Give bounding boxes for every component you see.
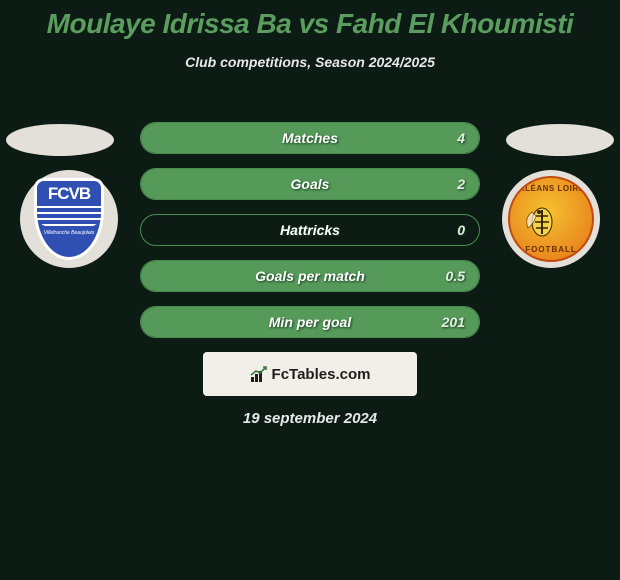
player-photo-left-placeholder xyxy=(6,124,114,156)
footer-brand-text: FcTables.com xyxy=(272,366,371,383)
subtitle: Club competitions, Season 2024/2025 xyxy=(0,54,620,70)
stat-bar-value: 201 xyxy=(442,314,465,330)
generation-date: 19 september 2024 xyxy=(0,410,620,427)
player-photo-right-placeholder xyxy=(506,124,614,156)
crest-left-sub: Villefranche Beaujolais xyxy=(44,231,95,237)
page-title: Moulaye Idrissa Ba vs Fahd El Khoumisti xyxy=(0,0,620,40)
stat-bar: Hattricks 0 xyxy=(140,214,480,246)
stat-bar: Goals 2 xyxy=(140,168,480,200)
crest-orleans: ORLÉANS LOIRET FOOTBALL xyxy=(508,176,594,262)
stat-bar-label: Min per goal xyxy=(269,314,351,330)
stat-bar-value: 2 xyxy=(457,176,465,192)
footer-attribution: FcTables.com xyxy=(203,352,417,396)
club-badge-right: ORLÉANS LOIRET FOOTBALL xyxy=(502,170,600,268)
club-badge-left: FCVB Villefranche Beaujolais xyxy=(20,170,118,268)
crest-right-top-text: ORLÉANS LOIRET xyxy=(510,184,592,193)
stat-bar-value: 0.5 xyxy=(446,268,465,284)
stat-bar-label: Hattricks xyxy=(280,222,340,238)
crest-left-letters: FCVB xyxy=(48,184,90,204)
stat-bar: Matches 4 xyxy=(140,122,480,154)
crest-left-waves xyxy=(37,206,101,230)
crest-right-bottom-text: FOOTBALL xyxy=(510,245,592,254)
stat-bars: Matches 4 Goals 2 Hattricks 0 Goals per match 0… xyxy=(140,122,480,338)
crest-fcvb: FCVB Villefranche Beaujolais xyxy=(34,178,104,260)
stat-bar-value: 0 xyxy=(457,222,465,238)
stat-bar-label: Goals xyxy=(291,176,330,192)
wasp-icon xyxy=(522,202,562,242)
stat-bar: Min per goal 201 xyxy=(140,306,480,338)
stat-bar-label: Matches xyxy=(282,130,338,146)
stat-bar-value: 4 xyxy=(457,130,465,146)
stat-bar: Goals per match 0.5 xyxy=(140,260,480,292)
fctables-logo-icon xyxy=(250,365,268,383)
stat-bar-label: Goals per match xyxy=(255,268,365,284)
